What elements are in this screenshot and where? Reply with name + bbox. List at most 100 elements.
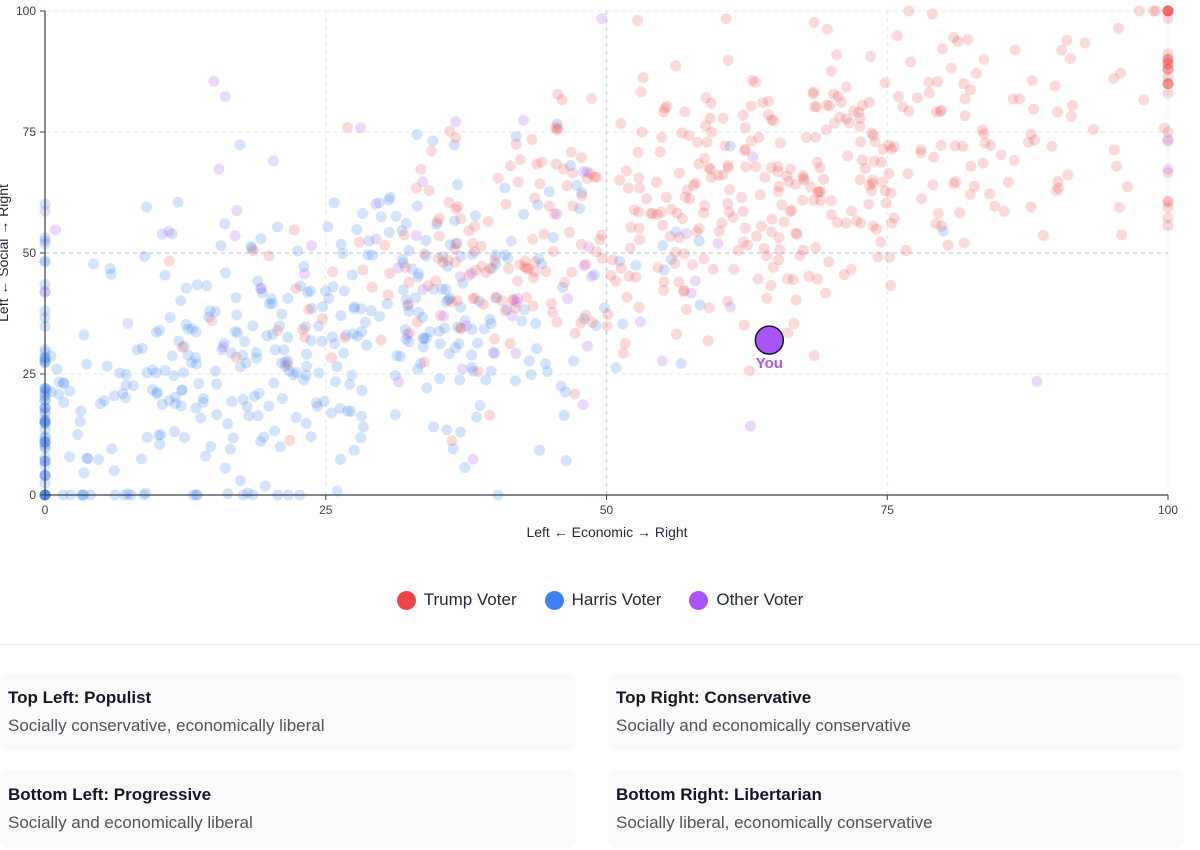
other-point [467,453,479,465]
trump-point [1053,182,1065,194]
harris-point [557,281,569,293]
harris-point [355,432,367,444]
trump-point [864,51,876,63]
trump-point [403,276,415,288]
y-tick-label: 75 [23,125,37,139]
other-point [685,287,697,299]
y-axis-label: Left ← Social → Right [0,184,11,322]
trump-point [633,222,645,234]
trump-point [1087,124,1099,136]
trump-point [442,254,454,266]
you-marker[interactable] [754,325,785,355]
trump-point [834,111,846,123]
other-point [410,230,422,242]
harris-point [397,284,409,296]
harris-point [610,362,622,374]
trump-point [1147,5,1159,17]
harris-point [282,292,294,304]
trump-point [964,189,976,201]
harris-point [186,323,198,335]
other-point [267,155,279,167]
trump-point [1049,80,1061,92]
trump-point [509,302,521,314]
harris-point [229,325,241,337]
trump-point [989,200,1001,212]
harris-point [252,275,264,287]
trump-point [673,276,685,288]
trump-point [702,335,714,347]
trump-point [739,222,751,234]
trump-point [339,332,351,344]
legend-item-harris[interactable]: Harris Voter [544,590,661,610]
quadrant-title: Top Left: Populist [8,688,152,707]
harris-point [255,283,267,295]
harris-point [373,197,385,209]
legend-label-trump: Trump Voter [423,590,517,609]
harris-point [169,391,181,403]
trump-point [905,56,917,68]
legend-item-trump[interactable]: Trump Voter [396,590,517,610]
harris-point [334,402,346,414]
trump-point [503,263,515,275]
trump-point [282,359,294,371]
trump-point [651,208,663,220]
trump-point [1065,110,1077,122]
harris-point [45,350,57,362]
trump-point [1108,73,1120,85]
harris-point [178,340,190,352]
quadrant-card-top-right: Top Right: Conservative Socially and eco… [608,673,1184,751]
harris-point [531,343,543,355]
harris-point [78,467,90,479]
trump-point [738,319,750,331]
harris-point [406,263,418,275]
trump-point [545,297,557,309]
trump-point [886,217,898,229]
other-point [505,235,517,247]
harris-point [268,377,280,389]
trump-point [885,187,897,199]
harris-point [417,332,429,344]
trump-point [290,282,302,294]
harris-point [473,295,485,307]
harris-point [216,344,228,356]
trump-point [875,156,887,168]
harris-point [455,250,467,262]
legend-item-other[interactable]: Other Voter [689,590,803,610]
harris-point [319,285,331,297]
trump-point [664,230,676,242]
trump-point [761,250,773,262]
harris-point [533,253,545,265]
harris-point [300,418,312,430]
harris-point [252,410,264,422]
harris-point [394,350,406,362]
trump-point [382,289,394,301]
trump-point [558,163,570,175]
harris-point [234,361,246,373]
trump-point [475,240,487,252]
trump-point [1133,5,1145,17]
quadrant-title: Bottom Right: Libertarian [616,785,822,804]
trump-point [1108,144,1120,156]
x-tick-label: 50 [600,503,614,517]
harris-point [276,393,288,405]
harris-point [415,358,427,370]
harris-point [75,405,87,417]
trump-point [657,219,669,231]
trump-point [605,269,617,281]
harris-point [200,450,212,462]
harris-point [154,438,166,450]
harris-point [283,365,295,377]
harris-point [400,333,412,345]
trump-point [877,143,889,155]
trump-point [856,154,868,166]
harris-point [140,487,152,499]
trump-point [661,100,673,112]
trump-point [634,234,646,246]
harris-point [351,330,363,342]
harris-point [175,295,187,307]
other-point [689,275,701,287]
trump-point [615,262,627,274]
trump-point [176,341,188,353]
harris-point [427,135,439,147]
harris-point [190,358,202,370]
